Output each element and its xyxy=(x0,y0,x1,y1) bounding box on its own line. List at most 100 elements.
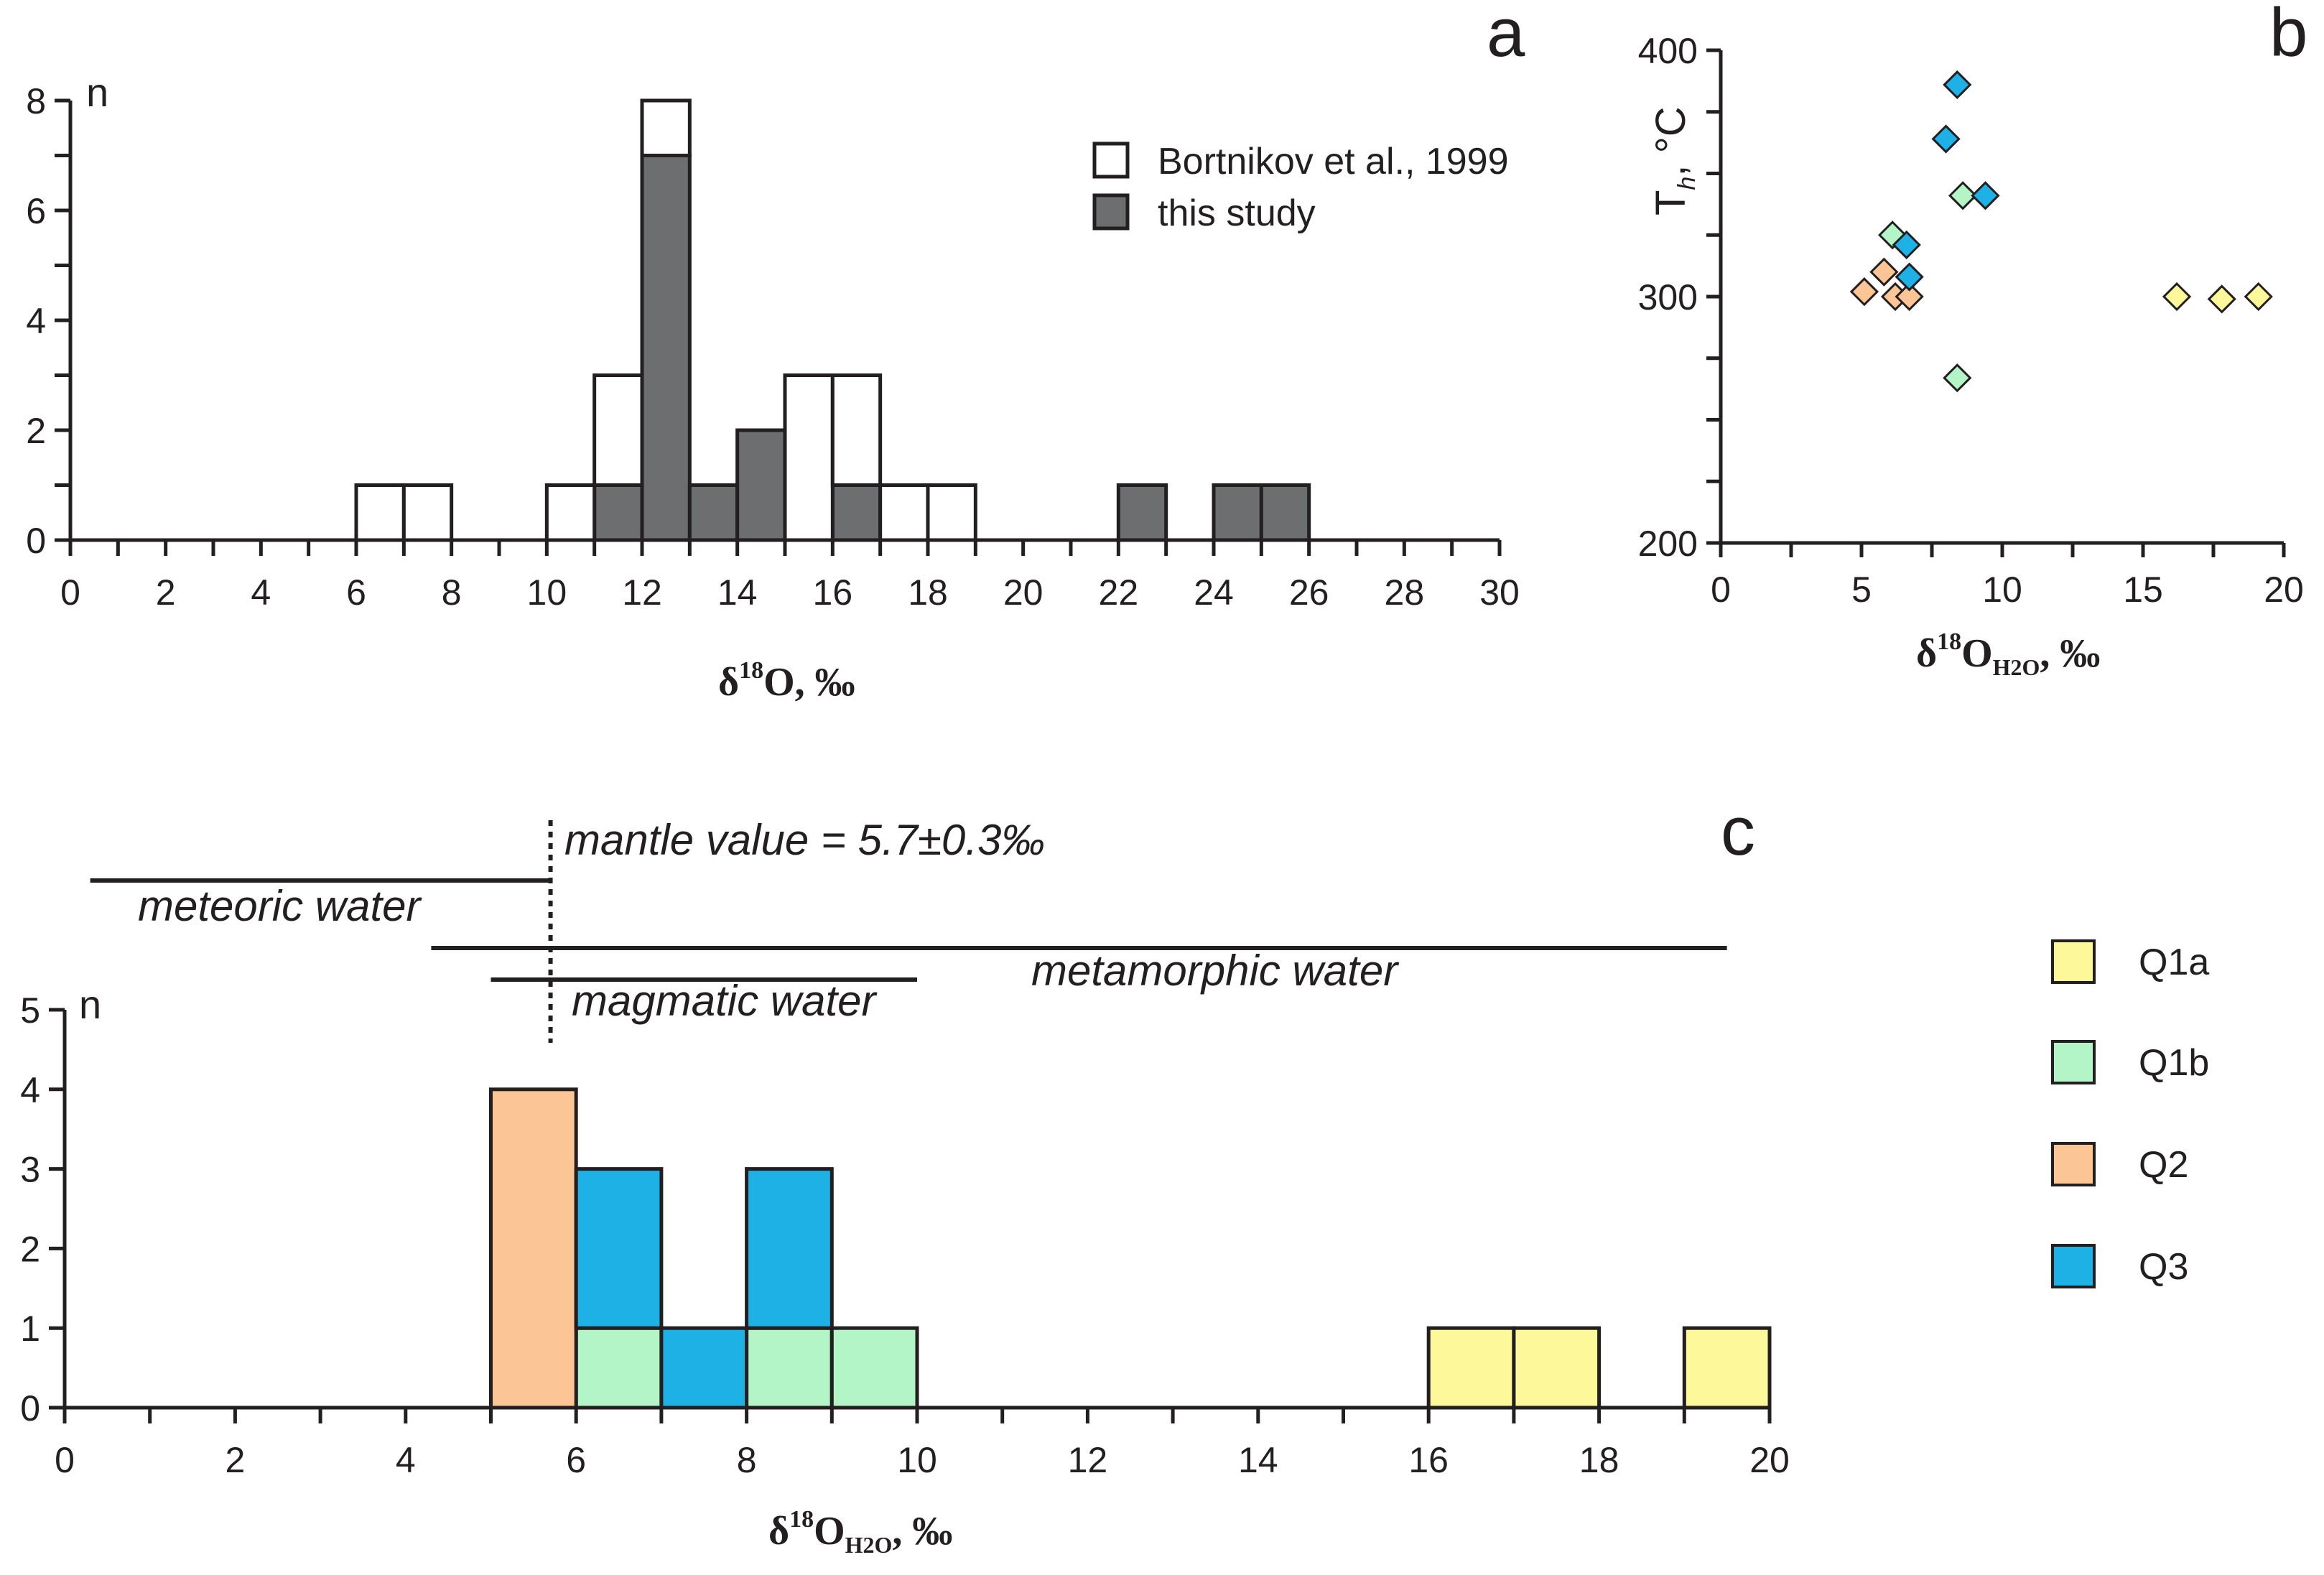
bar-q1b-9 xyxy=(829,1326,919,1410)
y-tick-label: 2 xyxy=(20,1229,40,1269)
point-q1b-2 xyxy=(1943,363,1972,393)
panel-c-water-ranges xyxy=(90,820,1727,1043)
bar-bortnikov-et-al-1999-7 xyxy=(401,483,454,542)
bar-q3-7 xyxy=(659,1326,749,1410)
point-q3-3 xyxy=(1892,230,1921,260)
panel-b-y-title-main: T xyxy=(1647,190,1694,215)
x-tick-label: 6 xyxy=(346,572,366,613)
point-q2-1 xyxy=(1869,257,1899,287)
x-tick-label: 20 xyxy=(2264,570,2304,610)
panel-b-y-title: Th, °C xyxy=(1647,106,1701,215)
bar-this-study-13 xyxy=(687,483,740,542)
bar-this-study-16 xyxy=(830,483,883,542)
x-tick-label: 0 xyxy=(1711,570,1731,610)
panel-c-letter: c xyxy=(1721,793,1755,870)
point-q3-4 xyxy=(1895,262,1924,292)
y-tick-label: 200 xyxy=(1638,524,1698,564)
x-tick-label: 4 xyxy=(251,572,271,613)
x-tick-label: 14 xyxy=(717,572,758,613)
x-tick-label: 30 xyxy=(1479,572,1520,613)
panel-b-y-title-sub: h xyxy=(1673,177,1701,190)
x-tick-label: 4 xyxy=(396,1440,416,1480)
legend-label-q3: Q3 xyxy=(2139,1246,2188,1288)
x-tick-label: 10 xyxy=(527,572,567,613)
panel-c-x-title-prefix: δ xyxy=(768,1509,789,1553)
x-tick-label: 8 xyxy=(737,1440,757,1480)
panel-c-axes xyxy=(49,1008,1772,1423)
y-tick-label: 1 xyxy=(20,1309,40,1349)
x-tick-label: 16 xyxy=(813,572,853,613)
panel-b-letter: b xyxy=(2269,0,2307,71)
panel-a-x-title-sup: 18 xyxy=(739,657,763,684)
x-tick-label: 24 xyxy=(1194,572,1234,613)
bar-this-study-14 xyxy=(735,428,787,542)
panel-c-bars xyxy=(489,1087,1772,1410)
bar-bortnikov-et-al-1999-15 xyxy=(783,373,835,542)
point-q1a-1 xyxy=(2207,284,2236,314)
panel-b-x-title-sup: 18 xyxy=(1937,628,1961,655)
legend-label-q1b: Q1b xyxy=(2139,1042,2209,1084)
mantle-value-label: mantle value = 5.7±0.3‰ xyxy=(564,816,1044,864)
y-tick-label: 8 xyxy=(26,81,46,121)
x-tick-label: 15 xyxy=(2123,570,2163,610)
panel-b-x-title-tail: , ‰ xyxy=(2040,631,2100,676)
meteoric-water-label: meteoric water xyxy=(138,882,422,930)
bar-bortnikov-et-al-1999-18 xyxy=(926,483,977,542)
bar-bortnikov-et-al-1999-10 xyxy=(544,483,597,542)
x-tick-label: 12 xyxy=(1068,1440,1108,1480)
x-tick-label: 18 xyxy=(908,572,948,613)
legend-swatch-q2 xyxy=(2051,1142,2096,1186)
panel-c-x-tick-labels: 0 2 4 6 8 10 12 14 16 18 20 xyxy=(55,1440,1790,1480)
bar-bortnikov-et-al-1999-11 xyxy=(592,373,644,487)
legend-swatch-q1b xyxy=(2051,1040,2096,1084)
panel-b-y-title-tail: , °C xyxy=(1647,106,1694,176)
x-tick-label: 26 xyxy=(1289,572,1329,613)
y-tick-label: 400 xyxy=(1638,31,1698,71)
point-q2-3 xyxy=(1895,282,1924,312)
bar-bortnikov-et-al-1999-16 xyxy=(830,373,883,487)
x-tick-label: 22 xyxy=(1099,572,1139,613)
magmatic-water-label: magmatic water xyxy=(572,977,877,1025)
x-tick-label: 8 xyxy=(442,572,462,613)
panel-a-letter: a xyxy=(1487,0,1525,71)
x-tick-label: 18 xyxy=(1579,1440,1619,1480)
panel-b-x-title-prefix: δ xyxy=(1916,631,1937,676)
y-tick-label: 0 xyxy=(20,1388,40,1428)
bar-q1a-17 xyxy=(1512,1326,1602,1410)
bar-q3-6 xyxy=(574,1167,664,1330)
legend-swatch-q3 xyxy=(2051,1244,2096,1288)
panel-b-x-tick-labels: 0 5 10 15 20 xyxy=(1711,570,2304,610)
bar-q3-8 xyxy=(745,1167,834,1330)
point-q2-0 xyxy=(1849,277,1879,307)
point-q1a-2 xyxy=(2244,282,2273,312)
panel-c-x-title-sup: 18 xyxy=(789,1506,814,1533)
panel-c-x-title: δ18OH2O, ‰ xyxy=(768,1506,952,1558)
bar-bortnikov-et-al-1999-12 xyxy=(640,98,692,157)
x-tick-label: 5 xyxy=(1851,570,1872,610)
legend-swatch-q1a xyxy=(2051,939,2096,984)
panel-c-legend: Q1a Q1b Q2 Q3 xyxy=(2051,939,2209,1288)
panel-b-y-tick-labels: 200 300 400 xyxy=(1638,31,1698,564)
panel-b-x-title-sub: H2O xyxy=(1993,654,2040,680)
x-tick-label: 12 xyxy=(622,572,662,613)
point-q3-0 xyxy=(1943,70,1972,100)
x-tick-label: 20 xyxy=(1003,572,1044,613)
panel-c-x-title-tail: , ‰ xyxy=(892,1509,952,1553)
x-tick-label: 2 xyxy=(156,572,176,613)
panel-b-points xyxy=(1849,70,2273,393)
point-q1b-1 xyxy=(1948,181,1978,210)
x-tick-label: 2 xyxy=(225,1440,245,1480)
panel-b-x-title: δ18OH2O, ‰ xyxy=(1916,628,2100,680)
y-tick-label: 5 xyxy=(20,990,40,1031)
panel-c-x-title-main: O xyxy=(814,1509,845,1553)
bar-q1a-19 xyxy=(1682,1326,1772,1410)
point-q1a-0 xyxy=(2162,282,2192,312)
x-tick-label: 6 xyxy=(566,1440,586,1480)
panel-a-y-tick-labels: 0 2 4 6 8 xyxy=(26,81,46,561)
panel-c-y-tick-labels: 0 1 2 3 4 5 xyxy=(20,990,40,1428)
panel-a-legend: Bortnikov et al., 1999 this study xyxy=(1092,141,1509,234)
bar-bortnikov-et-al-1999-17 xyxy=(878,483,930,542)
bar-q1b-8 xyxy=(745,1326,834,1410)
